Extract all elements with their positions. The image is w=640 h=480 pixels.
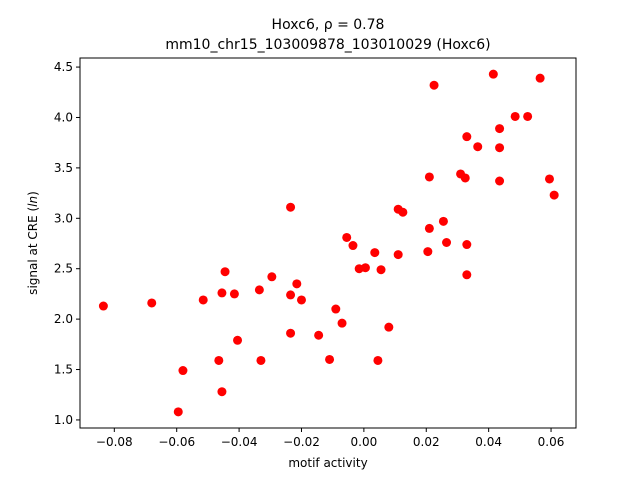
data-point — [462, 270, 472, 280]
x-tick-label: 0.04 — [475, 435, 502, 449]
data-point — [462, 132, 472, 142]
data-point — [384, 322, 394, 332]
data-point — [348, 241, 358, 251]
plot-frame — [79, 57, 577, 429]
data-point — [286, 328, 296, 338]
data-point — [398, 207, 408, 217]
data-point — [147, 298, 157, 308]
data-point — [523, 111, 533, 121]
data-point — [325, 354, 335, 364]
x-axis-ticks: −0.08 −0.06 −0.04 −0.02 0.00 0.02 0.04 0.06 — [96, 428, 564, 449]
chart-title-line2: mm10_chr15_103009878_103010029 (Hoxc6) — [165, 37, 490, 53]
data-point — [220, 267, 230, 277]
data-point — [217, 387, 227, 397]
data-point — [473, 142, 483, 152]
data-point — [535, 73, 545, 83]
data-point — [442, 237, 452, 247]
x-tick-label: −0.04 — [221, 435, 258, 449]
data-point — [370, 248, 380, 258]
data-point — [423, 247, 433, 257]
data-point — [98, 301, 108, 311]
x-tick-label: −0.08 — [96, 435, 133, 449]
x-tick-label: 0.00 — [351, 435, 378, 449]
y-tick-label: 2.5 — [54, 262, 73, 276]
data-point — [360, 263, 370, 273]
y-axis-label: signal at CRE (ln) — [26, 191, 40, 295]
data-point — [429, 80, 439, 90]
data-point — [217, 288, 227, 298]
data-point — [424, 223, 434, 233]
data-point — [292, 279, 302, 289]
data-point — [495, 176, 505, 186]
data-point — [376, 265, 386, 275]
chart-title-line1: Hoxc6, ρ = 0.78 — [272, 17, 385, 33]
y-tick-label: 2.0 — [54, 312, 73, 326]
data-point — [254, 285, 264, 295]
x-tick-label: 0.02 — [413, 435, 440, 449]
y-tick-label: 3.0 — [54, 211, 73, 225]
data-point — [462, 240, 472, 250]
x-axis-label: motif activity — [288, 456, 367, 470]
data-point — [286, 290, 296, 300]
data-point — [173, 407, 183, 417]
y-tick-label: 3.5 — [54, 161, 73, 175]
y-tick-label: 4.0 — [54, 110, 73, 124]
y-tick-label: 1.5 — [54, 363, 73, 377]
data-point — [229, 289, 239, 299]
data-point — [342, 232, 352, 242]
data-point — [233, 335, 243, 345]
data-point — [286, 202, 296, 212]
data-point — [549, 190, 559, 200]
data-point — [460, 173, 470, 183]
data-point — [214, 355, 224, 365]
data-point — [296, 295, 306, 305]
data-point — [337, 318, 347, 328]
data-point — [314, 330, 324, 340]
data-points — [98, 69, 559, 417]
x-tick-label: −0.02 — [283, 435, 320, 449]
data-point — [510, 111, 520, 121]
y-axis-label-suffix: ) — [26, 191, 40, 196]
data-point — [393, 250, 403, 260]
y-axis-label-italic: ln — [26, 196, 40, 207]
data-point — [424, 172, 434, 182]
x-tick-label: 0.06 — [538, 435, 565, 449]
data-point — [267, 272, 277, 282]
y-tick-label: 1.0 — [54, 413, 73, 427]
y-tick-label: 4.5 — [54, 60, 73, 74]
data-point — [495, 124, 505, 134]
y-axis-ticks: 1.0 1.5 2.0 2.5 3.0 3.5 4.0 4.5 — [54, 60, 80, 427]
data-point — [438, 216, 448, 226]
data-point — [373, 355, 383, 365]
data-point — [331, 304, 341, 314]
data-point — [256, 355, 266, 365]
x-tick-label: −0.06 — [158, 435, 195, 449]
data-point — [198, 295, 208, 305]
data-point — [488, 69, 498, 79]
data-point — [495, 143, 505, 153]
data-point — [178, 366, 188, 376]
data-point — [544, 174, 554, 184]
y-axis-label-prefix: signal at CRE ( — [26, 207, 40, 295]
